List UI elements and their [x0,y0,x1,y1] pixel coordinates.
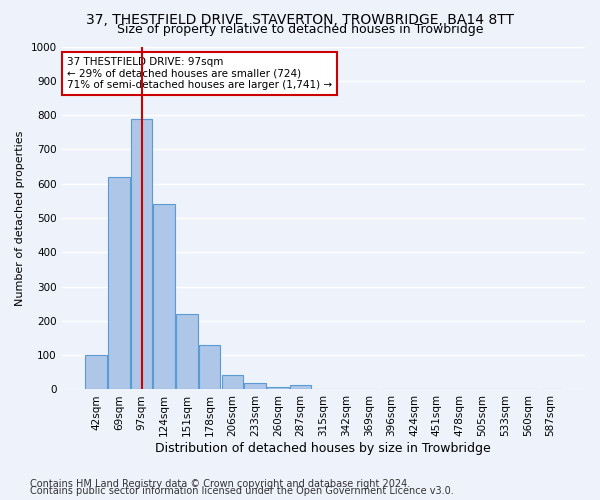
Bar [199,345,220,390]
Bar [108,177,130,390]
Text: 37, THESTFIELD DRIVE, STAVERTON, TROWBRIDGE, BA14 8TT: 37, THESTFIELD DRIVE, STAVERTON, TROWBRI… [86,12,514,26]
Text: Contains HM Land Registry data © Crown copyright and database right 2024.: Contains HM Land Registry data © Crown c… [30,479,410,489]
Text: Size of property relative to detached houses in Trowbridge: Size of property relative to detached ho… [117,22,483,36]
Bar [267,386,289,390]
Bar [176,314,198,390]
Text: Contains public sector information licensed under the Open Government Licence v3: Contains public sector information licen… [30,486,454,496]
Bar [131,118,152,390]
Bar [221,375,243,390]
Bar [154,204,175,390]
Bar [290,386,311,390]
Bar [85,355,107,390]
Bar [244,384,266,390]
Y-axis label: Number of detached properties: Number of detached properties [15,130,25,306]
Text: 37 THESTFIELD DRIVE: 97sqm
← 29% of detached houses are smaller (724)
71% of sem: 37 THESTFIELD DRIVE: 97sqm ← 29% of deta… [67,57,332,90]
X-axis label: Distribution of detached houses by size in Trowbridge: Distribution of detached houses by size … [155,442,491,455]
